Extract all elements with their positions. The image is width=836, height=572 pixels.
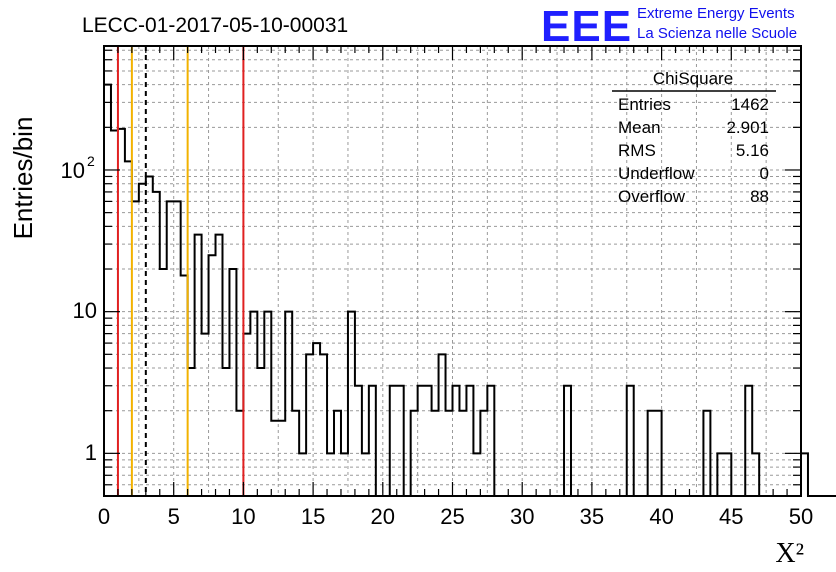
stats-box: ChiSquare Entries 1462 Mean 2.901 RMS 5.16 Und…: [612, 69, 776, 206]
stats-value-mean: 2.901: [726, 118, 769, 137]
x-tick-label-25: 25: [440, 504, 464, 529]
stats-label-underflow: Underflow: [618, 164, 695, 183]
eee-logo-line2: La Scienza nelle Scuole: [637, 25, 797, 42]
x-tick-label-35: 35: [580, 504, 604, 529]
histogram-line: [104, 83, 836, 497]
stats-value-entries: 1462: [731, 95, 769, 114]
y-tick-label-1: 1: [85, 440, 97, 465]
x-tick-label-40: 40: [649, 504, 673, 529]
x-tick-label-10: 10: [231, 504, 255, 529]
y-axis-title: Entries/bin: [8, 117, 38, 240]
x-tick-label-15: 15: [301, 504, 325, 529]
x-tick-label-30: 30: [510, 504, 534, 529]
y-tick-label-10: 10: [73, 298, 97, 323]
x-axis-title: X²: [775, 538, 804, 569]
stats-label-mean: Mean: [618, 118, 661, 137]
x-tick-label-20: 20: [371, 504, 395, 529]
stats-rows: Entries 1462 Mean 2.901 RMS 5.16 Underflow 0 Ove…: [618, 95, 769, 206]
eee-logo: EEE Extreme Energy Events La Scienza nel…: [541, 2, 797, 51]
x-tick-label-0: 0: [98, 504, 110, 529]
x-tick-label-5: 5: [168, 504, 180, 529]
y-tick-labels: 1 10 10 2: [61, 153, 97, 465]
eee-logo-text: EEE: [541, 2, 632, 51]
stats-title: ChiSquare: [653, 69, 733, 88]
stats-value-underflow: 0: [760, 164, 769, 183]
vertical-marker-lines: [116, 46, 245, 496]
y-tick-label-100-exponent: 2: [87, 153, 95, 169]
axis-ticks: [103, 46, 802, 496]
chart-title: LECC-01-2017-05-10-00031: [82, 14, 348, 37]
x-tick-label-50: 50: [789, 504, 813, 529]
stats-label-entries: Entries: [618, 95, 671, 114]
stats-label-rms: RMS: [618, 141, 656, 160]
stats-label-overflow: Overflow: [618, 187, 686, 206]
stats-value-rms: 5.16: [736, 141, 769, 160]
x-tick-label-45: 45: [719, 504, 743, 529]
eee-logo-line1: Extreme Energy Events: [637, 5, 795, 22]
x-tick-labels: 0 5 10 15 20 25 30 35 40 45 50: [98, 504, 813, 529]
stats-value-overflow: 88: [750, 187, 769, 206]
y-tick-label-100: 10: [61, 158, 85, 183]
